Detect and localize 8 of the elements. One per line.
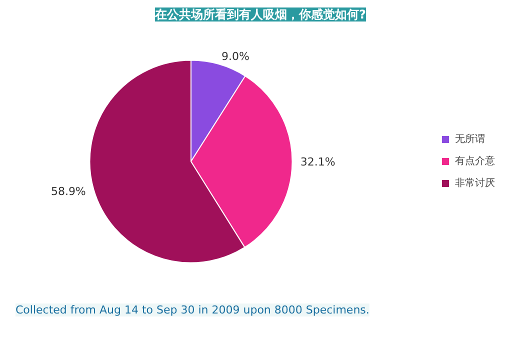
chart-title: 在公共场所看到有人吸烟，你感觉如何? — [154, 8, 366, 22]
data-label: 9.0% — [221, 50, 250, 63]
data-label: 32.1% — [300, 155, 336, 168]
text: Collected from Aug 14 to Sep 30 in 2009 upon 8000 Specimens. — [16, 304, 370, 316]
legend-label: 无所谓 — [455, 132, 485, 146]
legend-label: 非常讨厌 — [455, 176, 495, 190]
legend-label: 有点介意 — [455, 154, 495, 168]
data-label: 58.9% — [50, 185, 86, 198]
